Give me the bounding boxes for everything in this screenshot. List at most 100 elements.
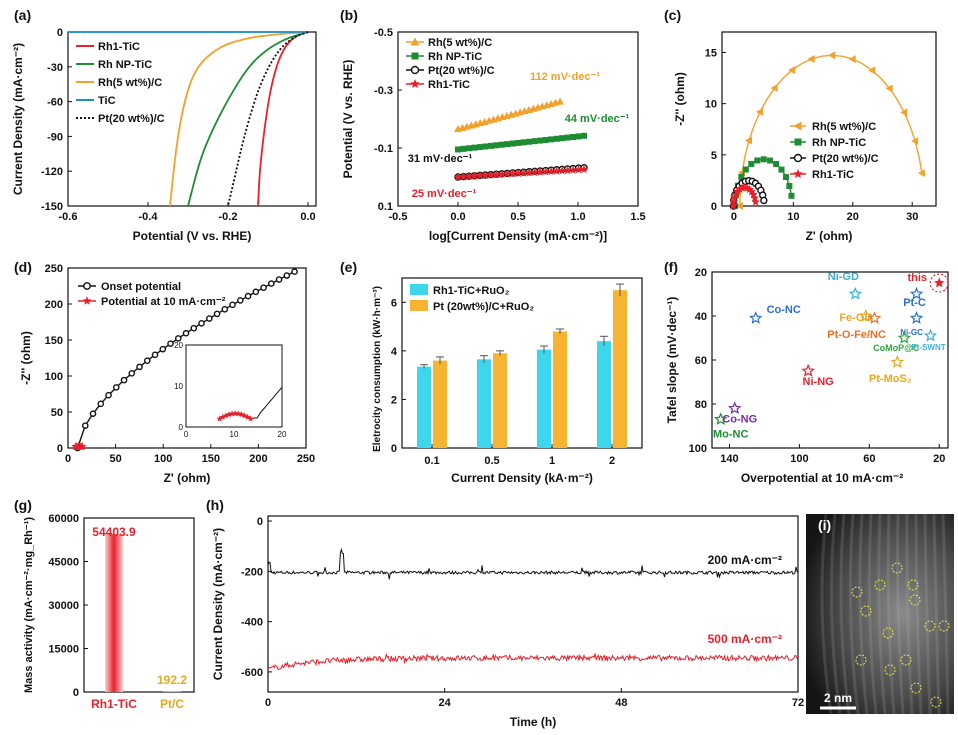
data-point [728, 401, 742, 415]
legend-swatch [410, 284, 428, 295]
bar [433, 360, 447, 448]
y-tick-label: -90 [47, 131, 63, 143]
data-point [89, 410, 97, 417]
scale-bar-label: 2 nm [824, 691, 852, 705]
x-tick-label: 1.5 [630, 211, 645, 223]
data-point [848, 286, 863, 300]
data-point [788, 192, 795, 199]
data-point [563, 165, 572, 175]
x-tick-label: -0.5 [389, 211, 408, 223]
y-axis-label: Potential (V vs. RHE) [341, 60, 355, 179]
inset-point [216, 415, 223, 422]
series-line [227, 31, 309, 207]
panel-e: (e) 0 2 4 6 Current Density (kA·m⁻²) Eletrocit… [340, 259, 643, 485]
data-point [198, 320, 205, 327]
series-line [169, 31, 309, 207]
y-tick-label: -0.5 [374, 27, 393, 39]
data-point [807, 54, 815, 63]
x-tick-label: 20 [933, 453, 945, 465]
lattice-fringe [820, 513, 833, 715]
single-atom-marker [855, 654, 867, 666]
x-tick-label: 200 [249, 453, 267, 465]
lattice-fringe [923, 513, 932, 715]
data-point [174, 335, 182, 342]
y-tick-label: 60 [695, 355, 707, 367]
panel-label: (i) [818, 517, 831, 533]
x-axis-label: Z' (ohm) [164, 471, 211, 485]
data-point [260, 284, 267, 291]
axes-frame [83, 517, 195, 693]
lattice-fringe [829, 513, 842, 715]
inset-x-tick-label: 10 [230, 430, 239, 439]
x-tick-label: 0 [731, 211, 737, 223]
lattice-fringe [914, 513, 923, 715]
single-atom-marker [900, 654, 912, 666]
data-point [514, 168, 523, 177]
axes-frame [267, 515, 799, 693]
panel-label: (e) [340, 259, 357, 275]
data-point [546, 166, 556, 176]
data-point [221, 305, 229, 313]
data-point [557, 166, 567, 175]
data-point [151, 351, 159, 359]
data-point [460, 145, 467, 152]
x-tick-label: 0 [265, 697, 271, 709]
data-point [548, 136, 555, 143]
x-tick-label: -0.2 [219, 211, 238, 223]
single-atom-marker [891, 562, 903, 574]
point-label: Pt-MoS₂ [869, 373, 912, 385]
data-point [112, 384, 120, 391]
data-point [486, 170, 496, 179]
data-point [497, 169, 507, 178]
data-point [515, 139, 522, 146]
y-tick-label: 6 [391, 297, 397, 309]
panel-label: (f) [664, 259, 678, 275]
data-point [520, 139, 527, 146]
data-point [744, 136, 752, 145]
data-point [493, 142, 500, 149]
legend-marker [410, 79, 420, 88]
x-tick-label: 100 [790, 453, 808, 465]
data-point [748, 160, 755, 167]
data-point [470, 171, 479, 180]
y-tick-label: 100 [689, 443, 707, 455]
data-point [504, 141, 511, 148]
x-tick-label: 0 [65, 453, 71, 465]
panel-h: (h) 0 24 48 72 0 -200 -400 -600 Time (h) Current D… [206, 497, 804, 729]
panel-i: (i) 2 nm [806, 513, 954, 715]
x-axis-label: Time (h) [510, 715, 556, 729]
y-tick-label: -200 [241, 566, 263, 578]
single-atom-marker [874, 579, 886, 591]
data-point [788, 66, 796, 75]
data-point [900, 108, 908, 117]
point-label: CoMoP@C [873, 343, 920, 353]
y-tick-label: -600 [241, 667, 263, 679]
x-tick-label: 60 [863, 453, 875, 465]
y-axis-label: Eletrocity consumption (kW·h·m⁻³) [372, 286, 383, 452]
bar [553, 331, 567, 448]
y-tick-label: -60 [47, 97, 63, 109]
lattice-fringe [886, 513, 896, 715]
slope-annotation: 31 mV·dec⁻¹ [408, 153, 473, 165]
lattice-fringe [905, 513, 914, 715]
y-tick-label: 20 [695, 267, 707, 279]
y-tick-label: -0.1 [374, 143, 393, 155]
data-point [120, 376, 128, 384]
series-line [267, 547, 799, 580]
data-point [459, 172, 468, 181]
legend-entry: Rh1-TiC [812, 169, 854, 181]
inset-x-tick-label: 0 [184, 430, 189, 439]
inset-point [232, 410, 239, 417]
data-point [78, 442, 87, 451]
y-tick-label: 15 [705, 47, 717, 59]
y-tick-label: 100 [45, 371, 63, 383]
data-point [579, 165, 589, 174]
panel-label: (c) [664, 7, 681, 23]
data-point [455, 146, 461, 153]
series-label: 200 mA·cm⁻² [708, 553, 782, 567]
data-point [526, 138, 533, 145]
bar [163, 691, 181, 692]
y-tick-label: 40 [695, 311, 707, 323]
